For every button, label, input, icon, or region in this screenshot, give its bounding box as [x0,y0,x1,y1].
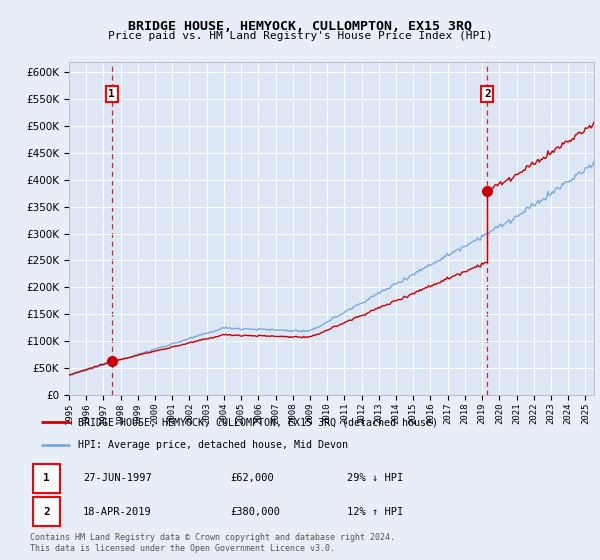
Text: BRIDGE HOUSE, HEMYOCK, CULLOMPTON, EX15 3RQ (detached house): BRIDGE HOUSE, HEMYOCK, CULLOMPTON, EX15 … [77,417,437,427]
FancyBboxPatch shape [32,464,60,493]
Text: £380,000: £380,000 [230,507,281,517]
Text: 12% ↑ HPI: 12% ↑ HPI [347,507,403,517]
Text: Contains HM Land Registry data © Crown copyright and database right 2024.
This d: Contains HM Land Registry data © Crown c… [30,533,395,553]
Text: 1: 1 [43,473,50,483]
Text: Price paid vs. HM Land Registry's House Price Index (HPI): Price paid vs. HM Land Registry's House … [107,31,493,41]
Text: HPI: Average price, detached house, Mid Devon: HPI: Average price, detached house, Mid … [77,440,347,450]
Text: 1: 1 [109,89,115,99]
Text: 2: 2 [484,89,491,99]
Text: 2: 2 [43,507,50,517]
Text: 27-JUN-1997: 27-JUN-1997 [83,473,152,483]
Text: 29% ↓ HPI: 29% ↓ HPI [347,473,403,483]
Text: £62,000: £62,000 [230,473,274,483]
Text: 18-APR-2019: 18-APR-2019 [83,507,152,517]
FancyBboxPatch shape [32,497,60,526]
Text: BRIDGE HOUSE, HEMYOCK, CULLOMPTON, EX15 3RQ: BRIDGE HOUSE, HEMYOCK, CULLOMPTON, EX15 … [128,20,472,32]
